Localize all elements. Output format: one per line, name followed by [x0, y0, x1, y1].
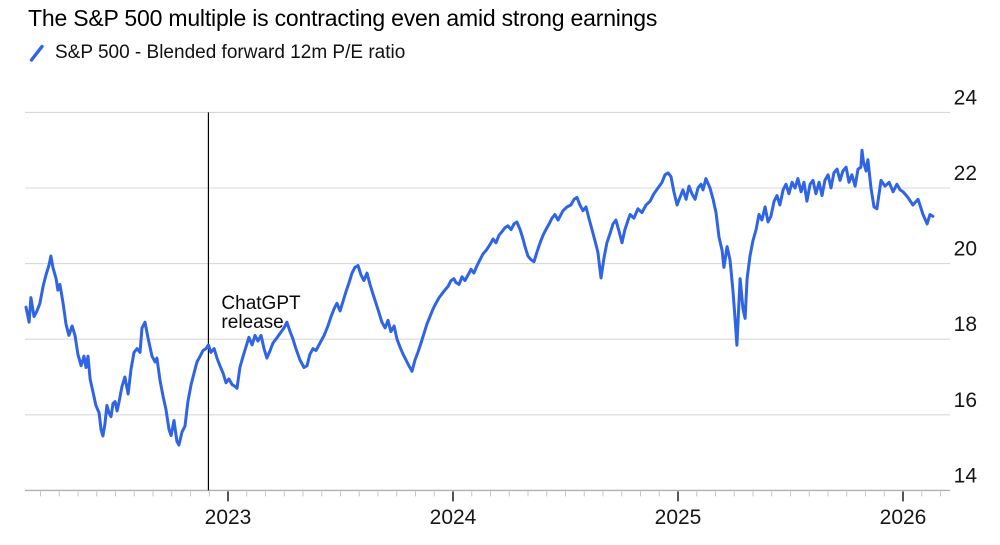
y-axis-label: 14 [954, 464, 978, 487]
legend-label: S&P 500 - Blended forward 12m P/E ratio [55, 42, 406, 63]
event-annotation: ChatGPT release [221, 293, 301, 333]
chart-title: The S&P 500 multiple is contracting even… [28, 5, 658, 31]
legend: S&P 500 - Blended forward 12m P/E ratio [28, 42, 405, 64]
x-axis-label: 2025 [655, 506, 702, 529]
legend-line-icon [29, 44, 44, 62]
y-axis-label: 20 [954, 238, 977, 261]
x-axis-label: 2026 [880, 506, 927, 529]
x-axis-label: 2023 [205, 506, 252, 529]
x-axis-label: 2024 [430, 506, 477, 529]
y-axis-label: 18 [954, 313, 977, 336]
series-line [24, 148, 935, 447]
y-axis-label: 16 [954, 389, 977, 412]
y-axis-label: 22 [954, 162, 977, 185]
y-axis-label: 24 [954, 86, 978, 109]
